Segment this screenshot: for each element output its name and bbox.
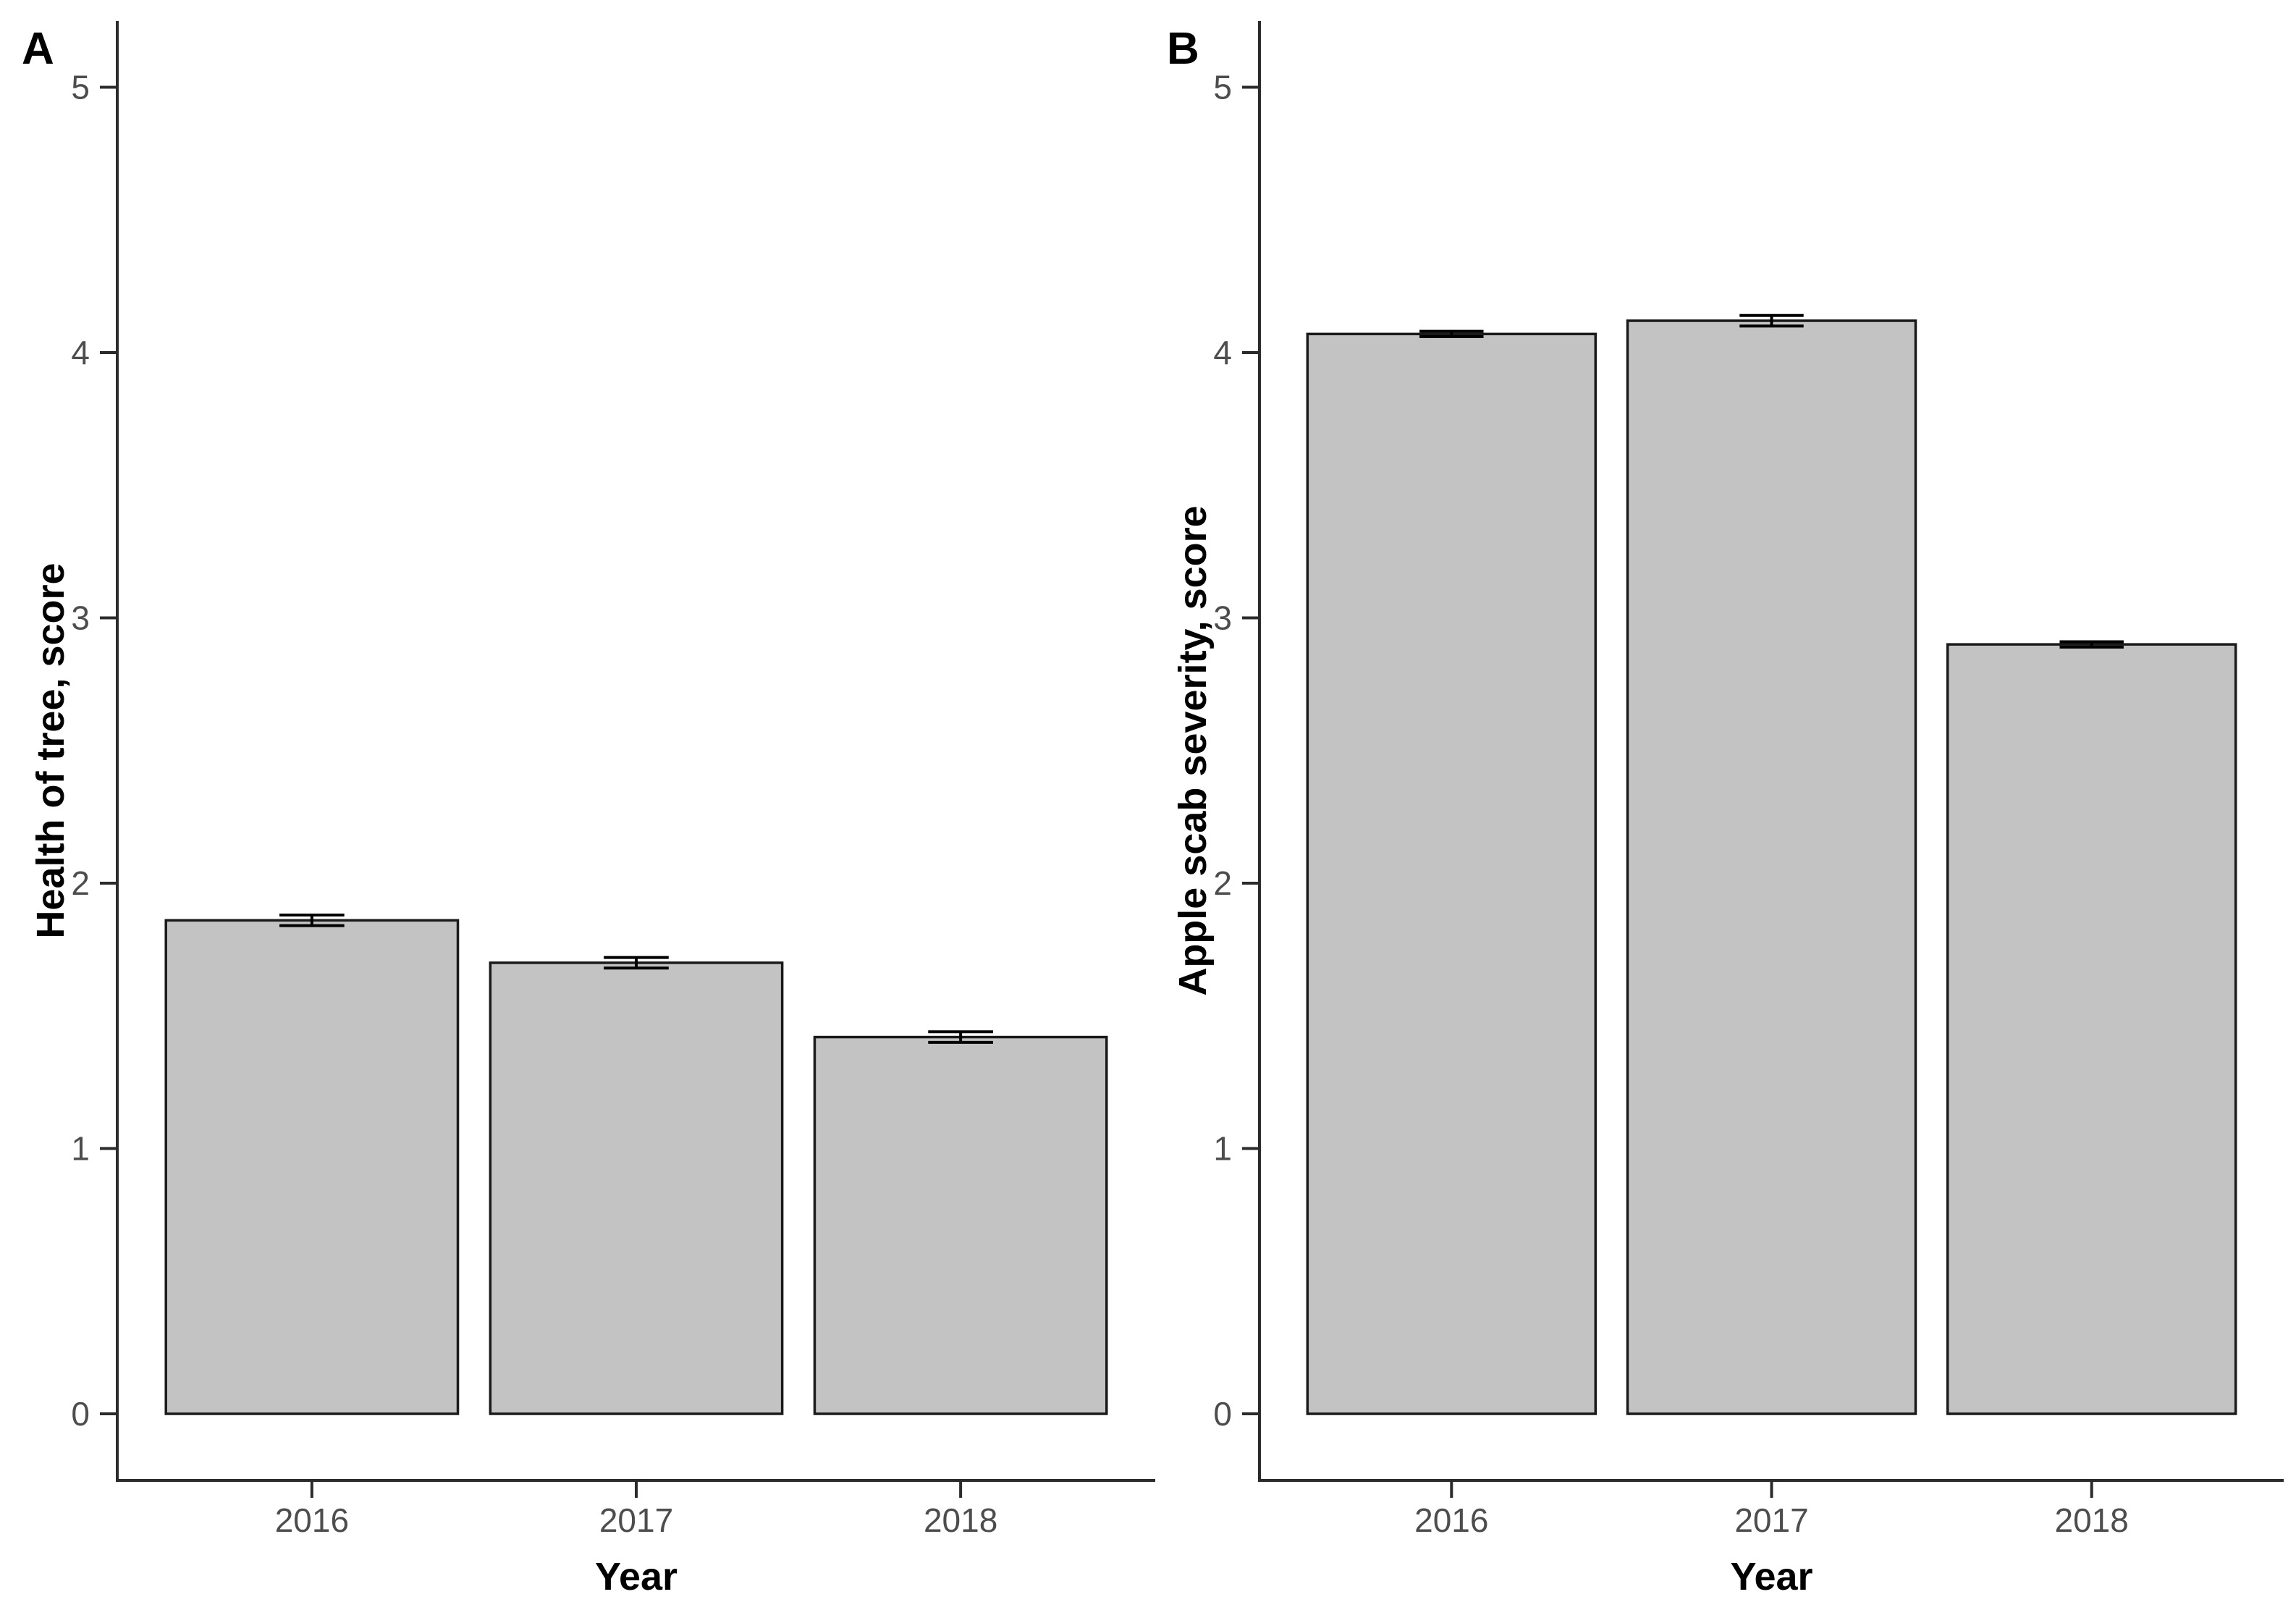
x-tick-label: 2017 (599, 1501, 673, 1539)
x-tick-label: 2016 (1414, 1501, 1488, 1539)
panel-B: 0 1 2 3 4 5 2016 2017 2018 Year Apple scab severit… (1167, 21, 2284, 1598)
error-bar-2016 (1419, 329, 1484, 339)
y-axis-title: Health of tree, score (29, 562, 72, 938)
panel-letter: A (22, 24, 54, 74)
x-tick-label: 2018 (2055, 1501, 2129, 1539)
y-axis-title: Apple scab severity, score (1171, 505, 1215, 995)
y-tick-label: 3 (1213, 599, 1232, 637)
x-tick-label: 2018 (924, 1501, 997, 1539)
bar-2018 (1946, 643, 2237, 1415)
y-tick-label: 0 (1213, 1395, 1232, 1433)
x-tick-label: 2017 (1734, 1501, 1808, 1539)
error-bar-2017 (1739, 313, 1804, 328)
y-tick-label: 2 (71, 864, 90, 902)
panel-letter: B (1167, 24, 1199, 74)
y-tick-label: 0 (71, 1395, 90, 1433)
y-tick-label: 1 (71, 1130, 90, 1168)
x-tick-label: 2016 (275, 1501, 349, 1539)
x-axis-title: Year (1730, 1555, 1812, 1598)
y-tick-label: 4 (1213, 334, 1232, 371)
y-tick-label: 3 (71, 599, 90, 637)
y-tick-label: 4 (71, 334, 90, 371)
panel-A: 0 1 2 3 4 5 2016 2017 2018 Year Health of tree, sc… (22, 21, 1155, 1598)
bar-2018 (813, 1035, 1108, 1415)
bar-2016 (164, 919, 460, 1415)
x-axis-title: Year (595, 1555, 678, 1598)
y-tick-label: 5 (71, 69, 90, 106)
bar-2017 (489, 961, 784, 1415)
error-bar-2017 (604, 956, 669, 970)
bar-2016 (1306, 332, 1598, 1415)
error-bar-2018 (928, 1030, 993, 1044)
y-tick-label: 2 (1213, 864, 1232, 902)
bar-2017 (1626, 319, 1917, 1415)
y-tick-label: 1 (1213, 1130, 1232, 1168)
error-bar-2016 (279, 913, 345, 927)
error-bar-2018 (2059, 640, 2124, 649)
y-tick-label: 5 (1213, 69, 1232, 106)
